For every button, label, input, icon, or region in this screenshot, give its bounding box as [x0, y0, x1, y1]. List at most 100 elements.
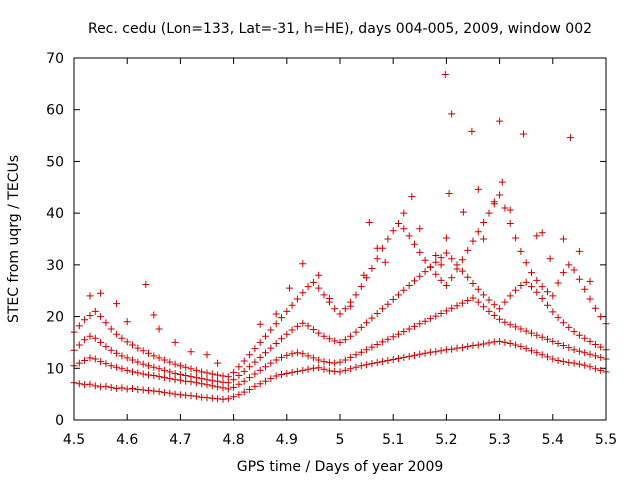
y-axis-label: STEC from uqrg / TECUs	[6, 155, 22, 323]
data-point	[251, 345, 259, 353]
data-point	[166, 389, 174, 397]
data-point	[533, 331, 541, 339]
data-point	[506, 206, 514, 214]
data-point	[586, 337, 594, 345]
data-point	[75, 322, 83, 330]
data-point	[570, 266, 578, 274]
data-point	[474, 341, 482, 349]
data-point	[86, 332, 94, 340]
data-point	[464, 297, 472, 304]
data-point	[352, 328, 360, 336]
data-point	[506, 292, 514, 300]
data-point	[278, 371, 285, 378]
y-tick-label: 70	[46, 51, 64, 67]
data-point	[517, 343, 525, 351]
data-point	[373, 310, 381, 317]
data-point	[389, 333, 397, 341]
data-point	[586, 363, 594, 371]
x-tick-label: 4.7	[169, 432, 191, 448]
data-point	[575, 275, 583, 283]
data-point	[597, 313, 605, 321]
data-point	[575, 360, 583, 368]
data-point	[517, 247, 525, 255]
data-point	[357, 323, 365, 331]
data-point	[421, 268, 429, 276]
data-point	[192, 366, 200, 374]
data-point	[501, 318, 509, 326]
x-axis-label: GPS time / Days of year 2009	[237, 459, 444, 475]
data-point	[341, 366, 349, 374]
data-point	[267, 375, 275, 383]
data-point	[97, 289, 105, 297]
data-point	[437, 276, 445, 284]
data-point	[304, 283, 312, 291]
data-point	[581, 361, 589, 369]
data-point	[389, 296, 397, 303]
data-point	[416, 272, 424, 280]
data-point	[123, 354, 131, 362]
data-point	[597, 366, 605, 374]
data-point	[559, 358, 567, 366]
data-point	[554, 357, 562, 364]
data-point	[485, 296, 493, 304]
data-point	[102, 319, 110, 327]
data-point	[400, 328, 408, 336]
data-point	[299, 366, 307, 374]
data-point	[426, 315, 434, 323]
data-point	[341, 356, 349, 364]
data-point	[118, 365, 126, 373]
data-point	[379, 338, 387, 346]
data-point	[538, 351, 546, 359]
data-point	[171, 370, 179, 377]
data-point	[501, 298, 509, 306]
data-point	[155, 373, 163, 381]
data-point	[267, 359, 275, 367]
data-point	[230, 368, 238, 376]
data-point	[432, 252, 440, 259]
data-point	[395, 220, 402, 227]
data-point	[474, 285, 482, 293]
data-point	[512, 341, 520, 349]
y-tick-label: 0	[55, 413, 64, 429]
data-point	[251, 382, 259, 390]
data-point	[448, 110, 456, 118]
data-point	[283, 330, 291, 338]
data-point	[474, 228, 482, 236]
data-point	[469, 280, 477, 287]
data-point	[171, 360, 179, 368]
data-point	[581, 334, 589, 342]
data-point	[437, 254, 445, 262]
data-point	[480, 219, 488, 226]
data-point	[522, 327, 530, 335]
data-point	[288, 368, 296, 376]
data-point	[575, 247, 583, 255]
data-point	[485, 339, 493, 347]
data-point	[256, 353, 264, 361]
data-point	[496, 305, 504, 313]
data-point	[352, 291, 360, 299]
data-point	[522, 278, 530, 286]
data-point	[272, 340, 280, 347]
data-point	[113, 363, 121, 371]
data-point	[139, 370, 147, 378]
data-point	[134, 369, 142, 377]
data-point	[480, 303, 488, 311]
data-point	[256, 380, 264, 388]
data-point	[198, 393, 206, 401]
data-point	[586, 277, 594, 285]
data-point	[336, 338, 344, 346]
data-point	[155, 388, 163, 396]
data-point	[331, 337, 339, 345]
data-point	[315, 271, 323, 279]
data-point	[453, 265, 461, 273]
data-point	[288, 301, 296, 309]
data-point	[86, 312, 94, 319]
data-point	[293, 367, 301, 375]
data-point	[139, 360, 147, 368]
data-point	[544, 353, 551, 361]
data-point	[581, 349, 589, 357]
data-point	[203, 376, 211, 384]
data-points	[70, 71, 610, 403]
data-point	[336, 368, 344, 376]
data-point	[458, 267, 466, 275]
